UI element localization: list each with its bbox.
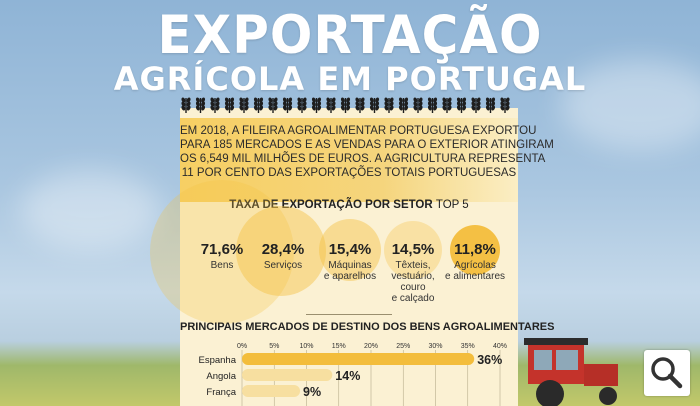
sector-label-texteis: Têxteis, vestuário, couro e calçado bbox=[382, 260, 444, 304]
x-tick-label: 20% bbox=[364, 343, 378, 350]
sector-value-servicos: 28,4% bbox=[261, 241, 305, 258]
wheat-ear-icon bbox=[239, 97, 249, 113]
intro-band bbox=[180, 118, 518, 202]
bar bbox=[242, 385, 301, 397]
sector-label-line: couro bbox=[400, 282, 426, 293]
category-label: França bbox=[206, 387, 236, 398]
tractor-front-wheel bbox=[599, 387, 617, 405]
wheat-ear-icon bbox=[413, 97, 423, 113]
sector-value-texteis: 14,5% bbox=[391, 241, 435, 258]
wheat-ear-icon bbox=[355, 97, 365, 113]
magnifier-icon bbox=[651, 357, 683, 389]
zoom-button[interactable] bbox=[644, 350, 690, 396]
page-subtitle: AGRÍCOLA EM PORTUGAL bbox=[113, 60, 587, 98]
wheat-ear-icon bbox=[297, 97, 307, 113]
sector-value-bens: 71,6% bbox=[200, 241, 244, 258]
sector-label-agricolas: Agrícolas e alimentares bbox=[440, 260, 510, 282]
sector-value-agricolas: 11,8% bbox=[454, 241, 496, 258]
wheat-ear-icon bbox=[181, 97, 191, 113]
wheat-divider-icon bbox=[181, 97, 510, 113]
sector-label-line: e aparelhos bbox=[323, 271, 377, 282]
sector-label-maquinas: Máquinas e aparelhos bbox=[318, 260, 382, 282]
wheat-ear-icon bbox=[195, 97, 206, 113]
tractor-roof bbox=[524, 338, 588, 345]
sector-label-line: Máquinas bbox=[328, 260, 372, 271]
intro-line: PARA 185 MERCADOS E AS VENDAS PARA O EXT… bbox=[180, 139, 554, 151]
x-tick-label: 5% bbox=[269, 343, 279, 350]
tractor-cab-window bbox=[556, 350, 578, 370]
x-tick-label: 40% bbox=[493, 343, 507, 350]
wheat-ear-icon bbox=[485, 97, 496, 113]
sector-label-bens: Bens bbox=[210, 260, 234, 271]
bar-value-label: 36% bbox=[477, 353, 502, 367]
wheat-ear-icon bbox=[224, 97, 235, 113]
sector-label-servicos: Serviços bbox=[263, 260, 303, 271]
tractor-cab-window bbox=[534, 350, 552, 370]
cloud bbox=[560, 60, 700, 150]
sector-label-line: vestuário, bbox=[391, 271, 435, 282]
wheat-ear-icon bbox=[471, 97, 481, 113]
x-tick-label: 15% bbox=[332, 343, 346, 350]
tractor-hood bbox=[584, 364, 618, 386]
sector-section-title: TAXA DE EXPORTAÇÃO POR SETOR TOP 5 bbox=[180, 199, 518, 211]
wheat-ear-icon bbox=[442, 97, 452, 113]
wheat-ear-icon bbox=[340, 97, 351, 113]
sector-title-suffix: TOP 5 bbox=[435, 199, 469, 211]
page-title: EXPORTAÇÃO bbox=[157, 4, 543, 66]
wheat-ear-icon bbox=[210, 97, 220, 113]
x-tick-label: 35% bbox=[461, 343, 475, 350]
sector-value-maquinas: 15,4% bbox=[328, 241, 372, 258]
x-tick-label: 25% bbox=[396, 343, 410, 350]
wheat-ear-icon bbox=[268, 97, 278, 113]
intro-line: 11 POR CENTO DAS EXPORTAÇÕES TOTAIS PORT… bbox=[181, 167, 517, 179]
sector-label-line: e calçado bbox=[391, 293, 435, 304]
wheat-ear-icon bbox=[311, 97, 322, 113]
wheat-ear-icon bbox=[398, 97, 409, 113]
wheat-ear-icon bbox=[282, 97, 293, 113]
x-tick-label: 10% bbox=[299, 343, 313, 350]
sector-label-line: Têxteis, bbox=[395, 260, 431, 271]
bar-value-label: 14% bbox=[335, 369, 360, 383]
x-tick-label: 30% bbox=[428, 343, 442, 350]
wheat-ear-icon bbox=[384, 97, 394, 113]
sector-title-text: TAXA DE EXPORTAÇÃO POR SETOR bbox=[229, 199, 433, 211]
bar bbox=[242, 369, 333, 381]
section-divider bbox=[306, 314, 392, 315]
intro-line: EM 2018, A FILEIRA AGROALIMENTAR PORTUGU… bbox=[180, 125, 537, 137]
bar-value-label: 9% bbox=[303, 385, 321, 399]
sector-label-line: Agrícolas bbox=[454, 260, 496, 271]
sector-label-line: e alimentares bbox=[444, 271, 506, 282]
bar-chart-title: PRINCIPAIS MERCADOS DE DESTINO DOS BENS … bbox=[180, 321, 555, 333]
wheat-ear-icon bbox=[500, 97, 510, 113]
category-label: Espanha bbox=[198, 355, 236, 366]
intro-text: EM 2018, A FILEIRA AGROALIMENTAR PORTUGU… bbox=[180, 124, 554, 180]
wheat-ear-icon bbox=[456, 97, 467, 113]
category-label: Angola bbox=[206, 371, 236, 382]
wheat-ear-icon bbox=[326, 97, 336, 113]
x-tick-label: 0% bbox=[237, 343, 247, 350]
wheat-ear-icon bbox=[427, 97, 438, 113]
bar bbox=[242, 353, 475, 365]
tractor-rear-wheel bbox=[536, 380, 564, 406]
intro-line: OS 6,549 MIL MILHÕES DE EUROS. A AGRICUL… bbox=[180, 153, 546, 165]
tractor-illustration bbox=[524, 338, 618, 406]
cloud bbox=[20, 170, 160, 250]
wheat-ear-icon bbox=[253, 97, 264, 113]
wheat-ear-icon bbox=[369, 97, 380, 113]
